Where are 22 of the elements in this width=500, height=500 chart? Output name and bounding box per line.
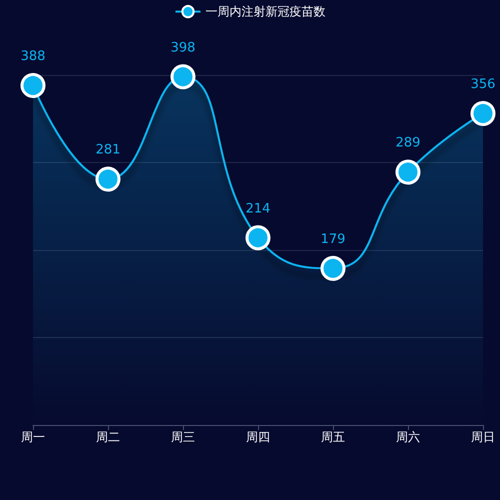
point <box>20 73 46 98</box>
data-label: 398 <box>170 40 196 56</box>
x-tick-label: 周二 <box>96 430 120 444</box>
point <box>320 256 346 281</box>
data-label: 388 <box>20 49 46 64</box>
data-label: 214 <box>246 201 270 216</box>
x-tick-label: 周六 <box>396 430 420 444</box>
data-label: 356 <box>470 77 496 92</box>
data-label: 281 <box>96 142 120 158</box>
x-tick-label: 周五 <box>321 430 345 444</box>
data-label: 289 <box>396 136 420 151</box>
point <box>96 166 120 192</box>
point <box>246 225 270 250</box>
legend-label: 一周内注射新冠疫苗数 <box>206 4 326 19</box>
point <box>470 101 496 126</box>
x-tick-label: 周三 <box>171 430 195 444</box>
point <box>396 160 420 185</box>
point <box>170 64 196 90</box>
x-tick-label: 周一 <box>21 430 45 444</box>
x-tick-label: 周四 <box>246 430 270 444</box>
data-label: 179 <box>320 232 346 247</box>
x-tick-label: 周日 <box>471 430 495 444</box>
